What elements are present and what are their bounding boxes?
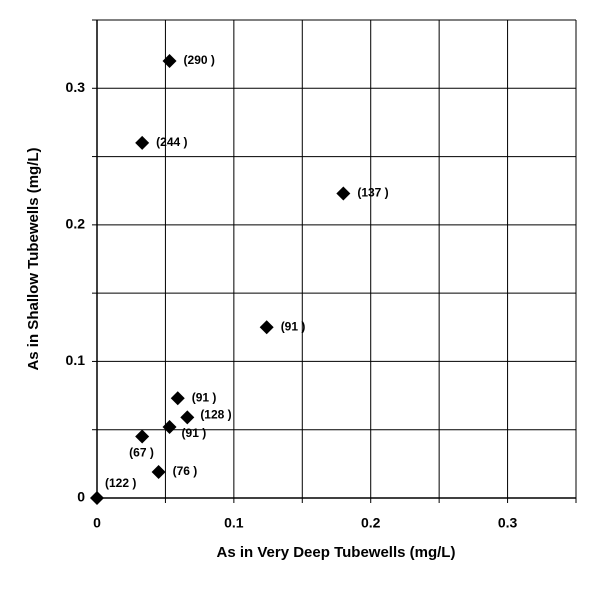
x-tick-label: 0.3 <box>498 515 518 531</box>
point-label: (67 ) <box>129 446 154 460</box>
point <box>151 465 166 480</box>
point-label: (91 ) <box>182 426 207 440</box>
point <box>135 429 150 444</box>
y-tick-label: 0.1 <box>66 352 86 368</box>
point <box>135 135 150 150</box>
x-axis-title: As in Very Deep Tubewells (mg/L) <box>217 544 456 561</box>
point-label: (91 ) <box>281 319 306 333</box>
point <box>170 391 185 406</box>
point <box>162 53 177 68</box>
point <box>90 491 104 505</box>
y-tick-label: 0 <box>77 489 85 505</box>
point-label: (122 ) <box>105 476 136 490</box>
x-tick-label: 0.2 <box>361 515 381 531</box>
y-tick-label: 0.2 <box>66 216 86 232</box>
point-label: (290 ) <box>184 53 215 67</box>
point <box>259 320 274 335</box>
point-label: (76 ) <box>173 464 198 478</box>
point-label: (128 ) <box>200 408 231 422</box>
point-label: (244 ) <box>156 135 187 149</box>
y-tick-label: 0.3 <box>66 79 86 95</box>
y-axis-title: As in Shallow Tubewells (mg/L) <box>25 147 42 370</box>
x-tick-label: 0 <box>93 515 101 531</box>
point-label: (137 ) <box>357 186 388 200</box>
point <box>162 419 177 434</box>
point <box>180 410 195 425</box>
point <box>336 186 351 201</box>
point-label: (91 ) <box>192 390 217 404</box>
x-tick-label: 0.1 <box>224 515 244 531</box>
